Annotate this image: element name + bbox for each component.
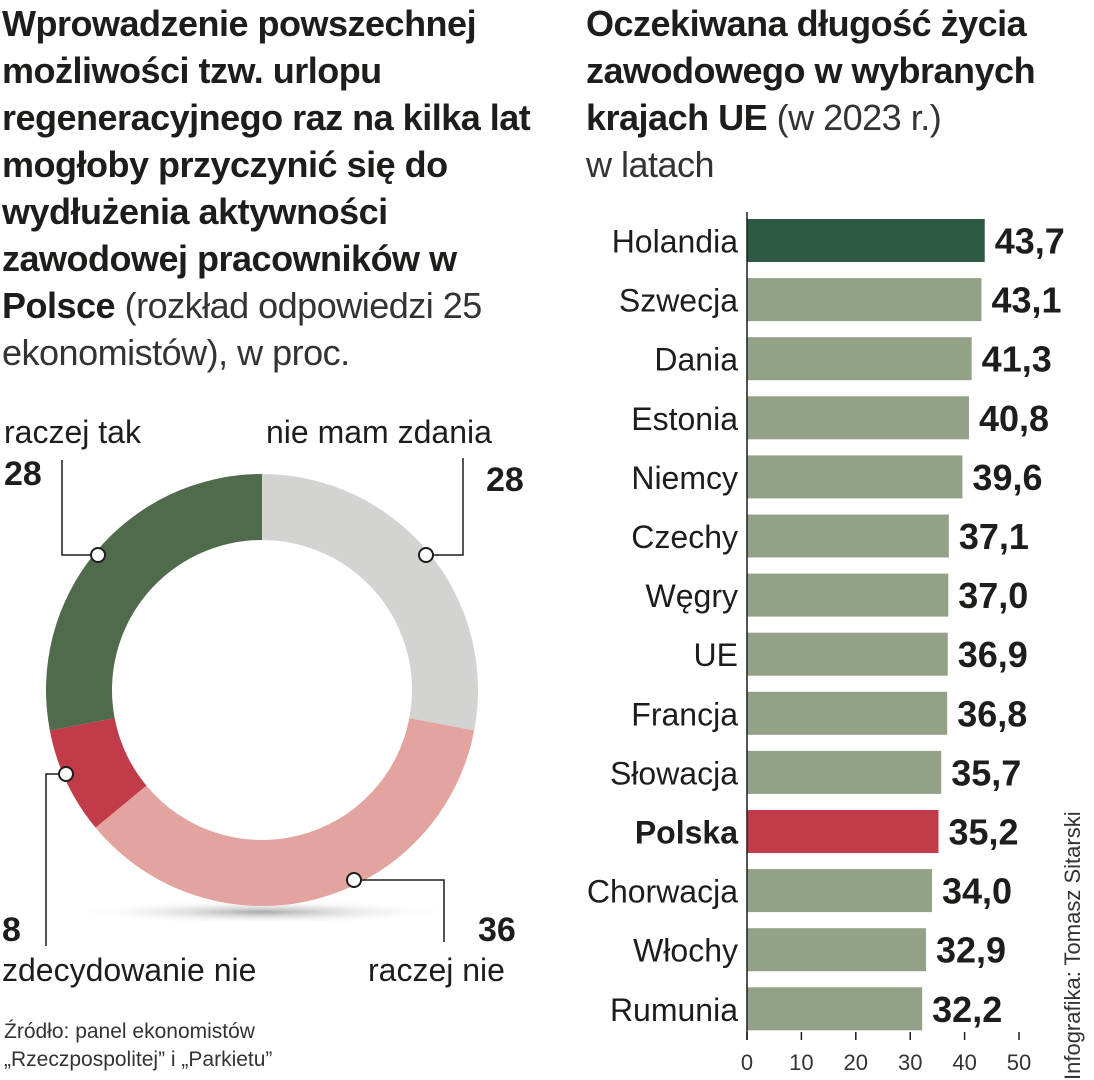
bar-category-4: Niemcy [631,460,738,496]
bar-value-0: 43,7 [995,221,1065,262]
x-tick-label-3: 30 [898,1050,922,1075]
donut-value-2: 36 [478,911,516,949]
bar-12 [747,928,926,972]
right-title: Oczekiwana długość życia zawodowego w wy… [586,0,1094,188]
bar-9 [747,750,942,794]
bar-3 [747,396,969,440]
bar-value-9: 35,7 [951,752,1021,793]
right-title-light: (w 2023 r.) [776,97,942,138]
bar-11 [747,869,932,913]
bar-category-5: Czechy [631,519,738,555]
source-note: Źródło: panel ekonomistów „Rzeczpospolit… [4,1018,272,1074]
leader-dot-3 [58,766,74,782]
x-tick-label-2: 20 [844,1050,868,1075]
source-line-2: „Rzeczpospolitej” i „Parkietu” [4,1048,273,1071]
bar-category-10: Polska [635,815,738,851]
bar-7 [747,632,948,676]
bar-category-0: Holandia [612,224,739,260]
bar-4 [747,455,963,499]
bar-value-5: 37,1 [959,516,1029,557]
bar-category-12: Włochy [633,933,738,969]
donut-shadow [72,900,452,924]
x-tick-label-4: 40 [952,1050,976,1075]
bar-value-13: 32,2 [932,989,1002,1030]
bar-chart: Holandia 43,7 Szwecja 43,1 Dania 41,3 Estonia 4… [587,212,1065,1075]
left-title-light: (rozkład odpowiedzi 25 ekonomistów), w p… [2,285,482,373]
donut-slice-0 [45,474,262,731]
leader-dot-2 [346,872,362,888]
bar-0 [747,219,985,262]
donut-leaders [45,458,464,946]
x-tick-label-0: 0 [741,1050,753,1075]
donut-slice-3 [49,718,147,828]
donut-value-1: 28 [486,461,524,499]
bar-category-11: Chorwacja [587,874,738,910]
leader-line-3 [45,773,66,946]
bar-value-8: 36,8 [957,693,1027,734]
left-title: Wprowadzenie powszechnej możliwości tzw.… [2,0,562,376]
bar-value-3: 40,8 [979,398,1049,439]
left-title-bold: Wprowadzenie powszechnej możliwości tzw.… [2,3,531,326]
bar-value-11: 34,0 [942,871,1012,912]
bar-8 [747,691,948,735]
donut-label-0: raczej tak [4,414,141,450]
x-tick-label-5: 50 [1007,1050,1031,1075]
donut-value-0: 28 [4,455,42,493]
leader-dot-1 [418,547,434,563]
x-tick-label-1: 10 [789,1050,813,1075]
bar-category-1: Szwecja [619,283,738,319]
bar-category-2: Dania [654,342,738,378]
bar-category-7: UE [694,637,738,673]
bar-5 [747,514,949,558]
bar-1 [747,278,982,322]
donut-slice-2 [95,718,475,906]
donut-chart [45,474,478,906]
leader-line-2 [354,879,445,942]
bar-value-7: 36,9 [958,634,1028,675]
bar-2 [747,337,972,381]
donut-label-1: nie mam zdania [266,414,492,450]
bar-value-12: 32,9 [936,930,1006,971]
bar-category-8: Francja [631,696,738,732]
leader-line-1 [426,458,464,556]
bar-13 [747,987,923,1031]
leader-dot-0 [90,547,106,563]
bar-value-1: 43,1 [991,280,1061,321]
bar-category-9: Słowacja [610,755,738,791]
donut-label-2: raczej nie [368,952,505,988]
bar-value-4: 39,6 [972,457,1042,498]
donut-value-3: 8 [2,911,21,949]
bar-value-2: 41,3 [982,339,1052,380]
bar-value-10: 35,2 [948,812,1018,853]
bar-category-3: Estonia [631,401,738,437]
donut-label-3: zdecydowanie nie [2,952,257,988]
bar-10 [747,810,939,853]
right-title-bold: Oczekiwana długość życia zawodowego w wy… [586,3,1036,138]
bar-category-13: Rumunia [610,992,738,1028]
source-line-1: Źródło: panel ekonomistów [4,1020,255,1043]
bar-value-6: 37,0 [958,575,1028,616]
right-unit: w latach [586,144,715,185]
donut-slice-1 [262,474,478,731]
bar-6 [747,573,949,617]
leader-line-0 [61,460,98,556]
bar-category-6: Węgry [646,578,738,614]
